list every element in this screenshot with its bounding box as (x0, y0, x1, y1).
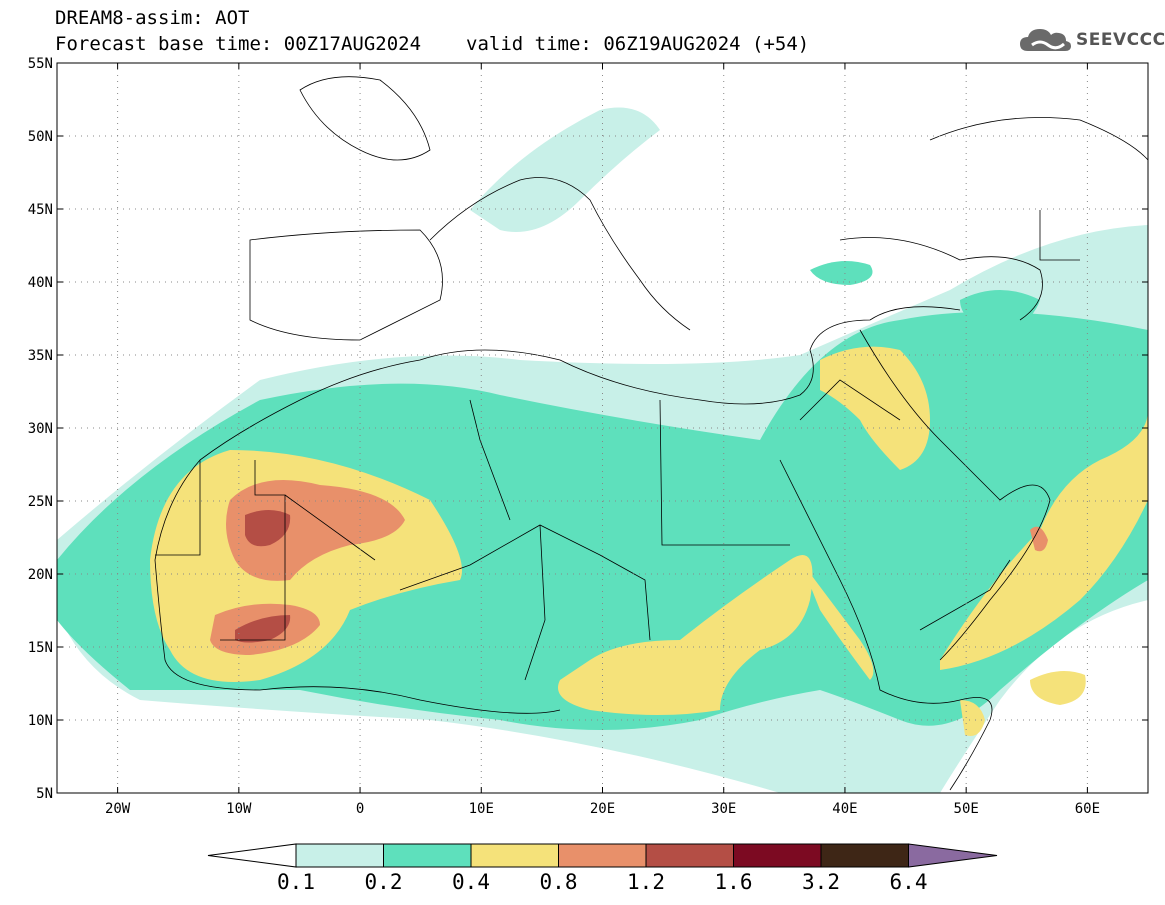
lon-label: 20W (105, 801, 131, 817)
lat-label: 35N (28, 348, 53, 364)
base-time: Forecast base time: 00Z17AUG2024 (55, 33, 422, 55)
logo-text: SEEVCCC (1076, 30, 1165, 50)
colorbar-label: 3.2 (802, 870, 840, 894)
lon-label: 40E (832, 801, 857, 817)
lat-label: 10N (28, 713, 53, 729)
forecast-times: Forecast base time: 00Z17AUG2024 valid ti… (55, 33, 809, 55)
lon-label: 10W (226, 801, 252, 817)
cloud-icon (1020, 29, 1071, 51)
coastlines (154, 76, 1148, 791)
colorbar-label: 0.1 (277, 870, 315, 894)
lon-label: 10E (469, 801, 494, 817)
lat-label: 30N (28, 421, 53, 437)
colorbar-swatch (558, 843, 647, 868)
colorbar-label: 0.8 (539, 870, 578, 894)
latitude-labels: 55N 50N 45N 40N 35N 30N 25N 20N 15N 10N 5N (28, 56, 53, 802)
colorbar-label: 0.4 (452, 870, 490, 894)
lon-label: 30E (711, 801, 736, 817)
lat-label: 45N (28, 202, 53, 218)
colorbar-swatch (295, 843, 384, 868)
aot-band-1-2 (235, 510, 291, 643)
seevccc-logo: SEEVCCC (1018, 22, 1165, 58)
colorbar-upper-arrow (908, 843, 998, 868)
lon-label: 20E (590, 801, 615, 817)
colorbar-swatch (733, 843, 822, 868)
longitude-labels: 20W 10W 0 10E 20E 30E 40E 50E 60E (105, 801, 1100, 817)
colorbar-label: 6.4 (889, 870, 928, 894)
colorbar-swatch (383, 843, 472, 868)
colorbar (207, 843, 998, 868)
colorbar-swatch (820, 843, 909, 868)
colorbar-label: 0.2 (364, 870, 403, 894)
lon-label: 60E (1075, 801, 1100, 817)
lat-label: 25N (28, 494, 53, 510)
lon-label: 0 (356, 801, 364, 817)
country-borders (155, 210, 1080, 681)
colorbar-label: 1.2 (627, 870, 665, 894)
aot-field (57, 107, 1148, 793)
lat-label: 15N (28, 640, 53, 656)
map-title: DREAM8-assim: AOT (55, 7, 250, 29)
colorbar-label: 1.6 (714, 870, 753, 894)
axis-ticks (57, 62, 1148, 794)
lat-label: 50N (28, 129, 53, 145)
lat-label: 20N (28, 567, 53, 583)
lat-label: 5N (36, 786, 53, 802)
colorbar-swatch (470, 843, 559, 868)
colorbar-swatch (645, 843, 734, 868)
lat-label: 40N (28, 275, 53, 291)
valid-time: valid time: 06Z19AUG2024 (+54) (466, 33, 810, 55)
colorbar-lower-arrow (207, 843, 297, 868)
lon-label: 50E (954, 801, 979, 817)
lat-label: 55N (28, 56, 53, 72)
